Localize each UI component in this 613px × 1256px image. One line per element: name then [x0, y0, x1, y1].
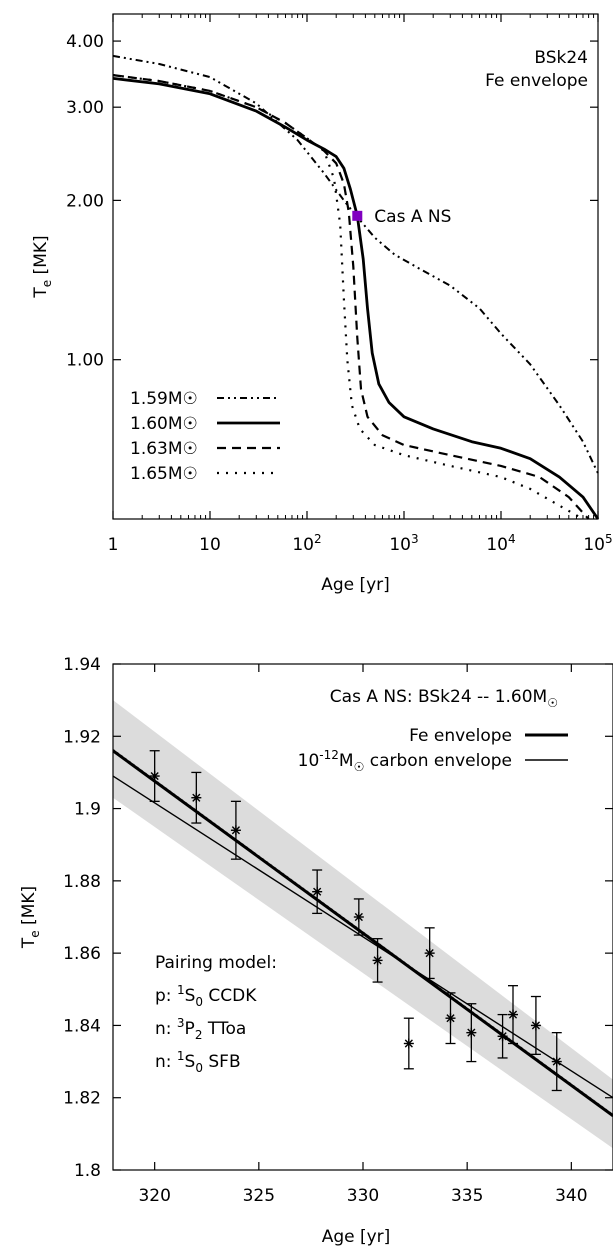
axis-ticks: 320 325 330 335 340 1.8 1.82 1.84 1.86 1.88 1.9 1.9… — [63, 655, 613, 1206]
x-axis-label: Age [yr] — [321, 575, 390, 595]
envelope-annotation: Fe envelope — [485, 71, 588, 91]
observation-point — [497, 1013, 508, 1059]
legend-label: 1.59M☉ — [130, 389, 198, 409]
y-tick-label: 1.92 — [63, 727, 101, 747]
plot-frame — [112, 13, 599, 520]
observation-point — [149, 750, 160, 802]
series-line-dash-dot-dot — [112, 54, 599, 474]
x-tick-label: 330 — [347, 1186, 379, 1206]
legend-label: 1.60M☉ — [130, 414, 198, 434]
pairing-title: Pairing model: — [155, 953, 277, 973]
pairing-line: p: 1S0 CCDK — [155, 983, 257, 1009]
observation-point — [551, 1032, 562, 1092]
legend: 1.59M☉ 1.60M☉ 1.63M☉ 1.65M☉ — [130, 389, 280, 484]
legend-label: 1.65M☉ — [130, 464, 198, 484]
y-tick-label: 4.00 — [66, 32, 104, 52]
x-tick-label: 10 — [199, 535, 221, 555]
x-tick-label: 340 — [555, 1186, 587, 1206]
observation-point — [353, 898, 364, 936]
y-tick-label: 2.00 — [66, 191, 104, 211]
y-axis-label: Te [MK] — [31, 235, 54, 298]
fit-line-thin — [113, 775, 613, 1099]
observation-point — [230, 800, 241, 860]
plot-content — [113, 700, 613, 1149]
x-tick-label: 102 — [292, 532, 321, 555]
series-line-solid — [112, 77, 600, 520]
observation-point — [445, 992, 456, 1045]
x-tick-label: 1 — [108, 535, 119, 555]
x-tick-label: 320 — [138, 1186, 170, 1206]
legend-label: Fe envelope — [409, 726, 512, 746]
cooling-curves-panel: 1 10 102 103 104 105 1.00 2.00 3.00 4.00 BSk24 Fe… — [31, 13, 613, 595]
observation-point — [403, 1017, 414, 1070]
x-tick-label: 103 — [389, 532, 418, 555]
observation-point — [424, 927, 435, 980]
y-tick-label: 1.86 — [63, 944, 101, 964]
cas-a-marker — [352, 210, 363, 221]
x-tick-label: 105 — [583, 532, 612, 555]
series-line-dashed — [112, 74, 590, 520]
fit-annotation: Cas A NS: BSk24 -- 1.60M☉ — [330, 687, 558, 710]
cas-a-label: Cas A NS — [374, 207, 451, 227]
x-tick-label: 335 — [451, 1186, 483, 1206]
y-tick-label: 1.8 — [74, 1161, 101, 1181]
y-tick-label: 3.00 — [66, 98, 104, 118]
y-axis-label: Te [MK] — [19, 886, 42, 949]
pairing-model-text: Pairing model: p: 1S0 CCDK n: 3P2 TToa n: 1… — [155, 953, 277, 1075]
x-tick-label: 325 — [243, 1186, 275, 1206]
observation-point — [530, 995, 541, 1055]
cas-a-fit-panel: 320 325 330 335 340 1.8 1.82 1.84 1.86 1.88 1.9 1.9… — [19, 655, 613, 1247]
observation-point — [312, 869, 323, 915]
pairing-line: n: 1S0 SFB — [155, 1049, 241, 1075]
cooling-curves — [112, 54, 600, 520]
y-tick-label: 1.88 — [63, 872, 101, 892]
observation-point — [372, 938, 383, 983]
model-annotation: BSk24 — [534, 48, 588, 68]
y-tick-label: 1.00 — [66, 351, 104, 371]
x-axis-label: Age [yr] — [322, 1227, 391, 1247]
observation-point — [508, 985, 518, 1045]
y-tick-label: 1.94 — [63, 655, 101, 675]
observation-point — [466, 1003, 477, 1063]
legend-label: 1.63M☉ — [130, 439, 198, 459]
uncertainty-band — [113, 700, 613, 1149]
y-tick-label: 1.84 — [63, 1016, 101, 1036]
x-tick-label: 104 — [486, 532, 515, 555]
y-tick-label: 1.9 — [74, 800, 101, 820]
observation-point — [191, 771, 202, 824]
y-tick-label: 1.82 — [63, 1089, 101, 1109]
legend-label: 10-12M☉ carbon envelope — [298, 748, 512, 774]
pairing-line: n: 3P2 TToa — [155, 1016, 246, 1042]
cas-a-point — [352, 210, 363, 221]
